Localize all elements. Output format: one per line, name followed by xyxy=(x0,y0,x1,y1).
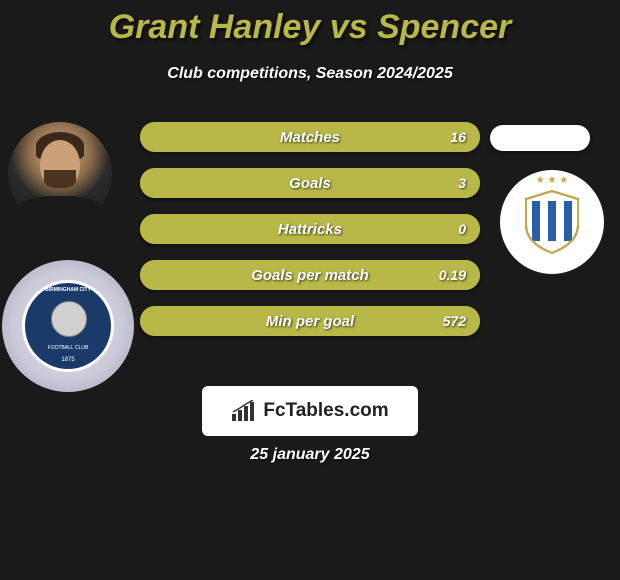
chart-icon xyxy=(231,400,257,422)
stat-bar: Goals per match0.19 xyxy=(140,260,480,290)
stat-label: Matches xyxy=(140,129,480,146)
club-right-badge: ★ ★ ★ xyxy=(500,170,604,274)
stat-value-right: 0 xyxy=(458,221,466,237)
club-left-year: 1875 xyxy=(25,357,111,363)
stat-bar: Min per goal572 xyxy=(140,306,480,336)
stat-bar: Goals3 xyxy=(140,168,480,198)
page-subtitle: Club competitions, Season 2024/2025 xyxy=(0,65,620,83)
date-label: 25 january 2025 xyxy=(0,446,620,464)
stat-value-right: 572 xyxy=(443,313,466,329)
stat-value-right: 0.19 xyxy=(439,267,466,283)
player-right-avatar xyxy=(490,125,590,151)
player-left-avatar xyxy=(8,122,112,226)
stat-label: Hattricks xyxy=(140,221,480,238)
football-icon xyxy=(51,301,87,337)
stars-icon: ★ ★ ★ xyxy=(522,175,582,186)
stat-bar: Matches16 xyxy=(140,122,480,152)
stat-label: Goals per match xyxy=(140,267,480,284)
page-title: Grant Hanley vs Spencer xyxy=(0,0,620,47)
stats-container: Matches16 Goals3 Hattricks0 Goals per match… xyxy=(140,122,480,352)
fctables-logo[interactable]: FcTables.com xyxy=(202,386,418,436)
stat-label: Min per goal xyxy=(140,313,480,330)
club-left-name: BIRMINGHAM CITY xyxy=(25,287,111,293)
logo-text: FcTables.com xyxy=(263,400,388,422)
club-left-badge: BIRMINGHAM CITY 1875 FOOTBALL CLUB xyxy=(2,260,134,392)
stat-bar: Hattricks0 xyxy=(140,214,480,244)
stat-label: Goals xyxy=(140,175,480,192)
stat-value-right: 3 xyxy=(458,175,466,191)
stat-value-right: 16 xyxy=(450,129,466,145)
